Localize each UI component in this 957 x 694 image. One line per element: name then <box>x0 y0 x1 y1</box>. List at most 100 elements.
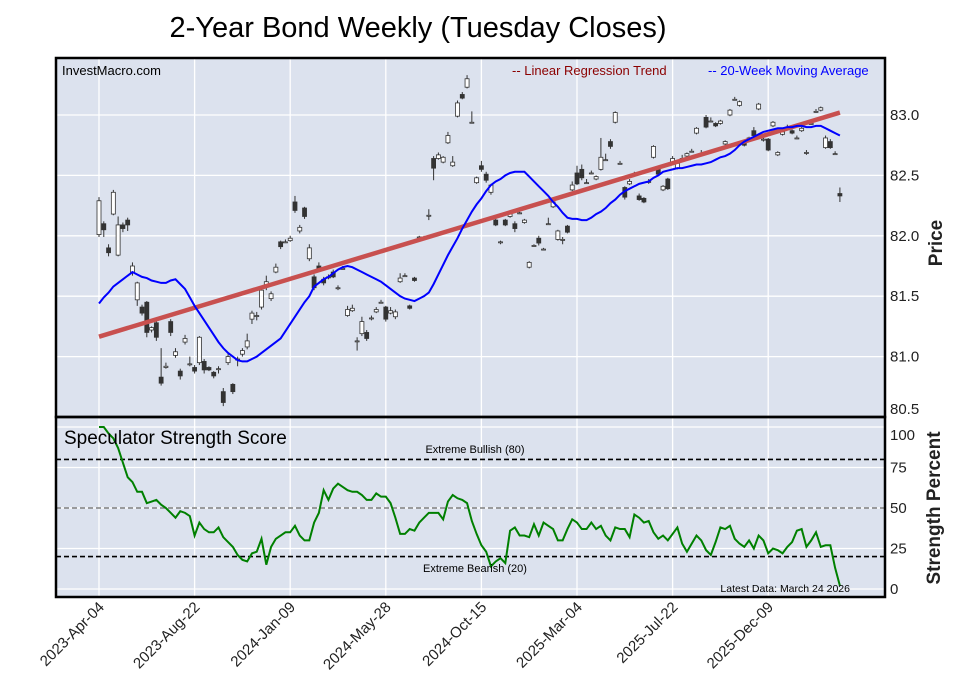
candle <box>459 92 465 100</box>
candle-body-up <box>349 307 355 312</box>
candle <box>168 319 174 337</box>
candle <box>799 127 805 132</box>
candle <box>383 305 389 322</box>
candle <box>139 304 145 316</box>
candle-body-down <box>230 383 236 393</box>
candle-body-up <box>268 293 274 300</box>
candle <box>392 309 398 320</box>
candle-body-up <box>392 311 398 318</box>
candle <box>818 106 824 112</box>
candle-body-up <box>722 141 728 145</box>
candle <box>144 301 150 338</box>
candle <box>187 356 193 367</box>
candle <box>608 139 613 149</box>
candle <box>239 348 245 357</box>
candle <box>665 177 671 190</box>
candle-body-up <box>225 356 231 364</box>
candle-body-down <box>536 237 542 244</box>
candle <box>498 240 503 245</box>
candle <box>426 209 432 221</box>
price-tick-label: 82.0 <box>890 228 919 245</box>
candle <box>579 164 585 181</box>
candle-body-up <box>216 368 221 371</box>
candle-body-down <box>502 219 508 226</box>
x-tick-label: 2024-Jan-09 <box>227 599 299 671</box>
candle <box>827 139 833 149</box>
strength-tick-label: 75 <box>890 460 907 477</box>
candle <box>163 362 169 369</box>
candle <box>407 304 413 310</box>
price-panel-bg <box>56 58 885 417</box>
candle-body-down <box>713 123 719 127</box>
candle-body-up <box>708 120 714 123</box>
candle-body-up <box>612 112 618 123</box>
candle <box>412 276 417 282</box>
candle-body-up <box>182 338 188 343</box>
candle <box>259 287 264 310</box>
candle-body-down <box>641 197 647 203</box>
candle-body-down <box>493 219 499 226</box>
candle-body-up <box>603 159 609 162</box>
candle-body-up <box>813 110 819 113</box>
candle <box>115 216 121 257</box>
candle-body-up <box>134 282 140 301</box>
candle-body-up <box>531 245 537 247</box>
candle-body-down <box>292 201 298 211</box>
candle <box>225 354 231 366</box>
candle <box>603 153 609 162</box>
candle-body-up <box>359 321 365 335</box>
candle <box>641 197 647 204</box>
candle-body-down <box>144 301 150 333</box>
candle-body-down <box>153 322 159 338</box>
candle <box>522 218 527 224</box>
candle <box>732 96 738 101</box>
candle <box>775 151 781 157</box>
candle-body-up <box>545 223 551 226</box>
candle-body-up <box>818 107 824 111</box>
candle-body-up <box>560 239 566 241</box>
candle-body-down <box>139 306 145 314</box>
candle-body-up <box>823 137 828 149</box>
extreme-bearish-label: Extreme Bearish (20) <box>423 563 527 575</box>
x-tick-label: 2024-Oct-15 <box>419 599 490 670</box>
candle-body-up <box>397 277 403 283</box>
candle <box>531 244 537 247</box>
candle-body-down <box>665 178 671 190</box>
candle-body-up <box>96 200 102 235</box>
candle <box>512 221 518 233</box>
candle-body-up <box>369 317 374 320</box>
candle <box>722 140 728 146</box>
candle-body-down <box>636 195 642 200</box>
candle <box>364 330 370 341</box>
candle-body-down <box>383 306 389 320</box>
candle <box>388 307 393 315</box>
candle-body-up <box>373 309 379 313</box>
candle <box>173 348 178 358</box>
candle <box>435 152 441 160</box>
candle-body-up <box>718 120 723 124</box>
candle <box>627 179 632 186</box>
candle <box>474 176 480 184</box>
candle <box>230 383 236 395</box>
strength-tick-label: 25 <box>890 541 907 558</box>
candle <box>823 135 828 149</box>
candle <box>216 366 221 374</box>
candle <box>464 75 470 89</box>
candle <box>278 240 284 250</box>
candle <box>268 291 274 302</box>
candle-body-down <box>278 241 284 248</box>
candle <box>445 131 451 144</box>
candle-body-up <box>804 152 809 154</box>
candle <box>478 160 484 172</box>
candle <box>345 305 350 317</box>
candle-body-up <box>297 226 303 232</box>
candle <box>373 307 379 314</box>
candle-body-up <box>464 78 470 88</box>
candle <box>526 261 532 269</box>
candle-body-down <box>201 361 207 371</box>
candle-body-up <box>402 275 408 278</box>
candle <box>832 151 838 156</box>
candle-body-up <box>254 315 260 317</box>
candle-body-down <box>206 367 212 371</box>
candle <box>335 285 341 291</box>
